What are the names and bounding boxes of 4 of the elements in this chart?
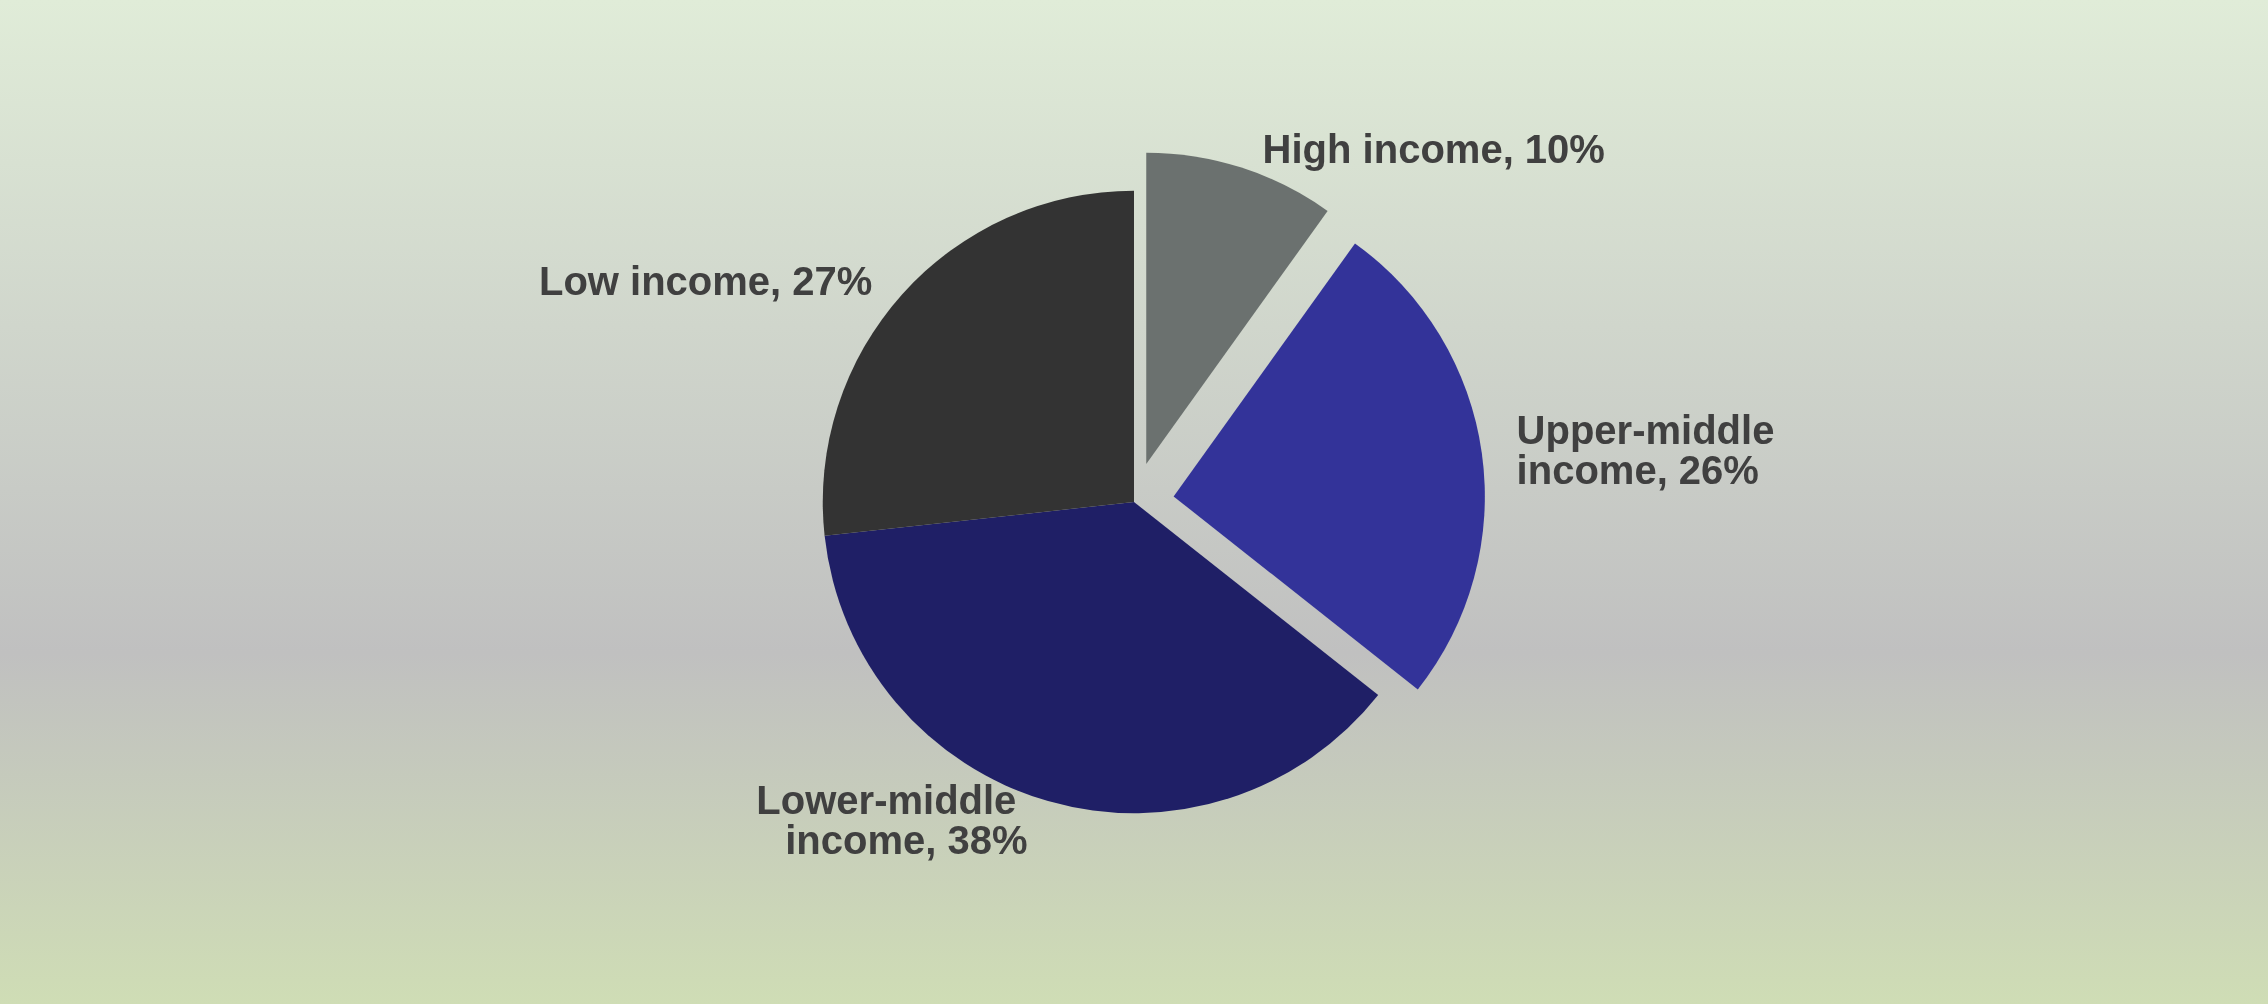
slice-label: High income, 10% [1262, 126, 1605, 171]
slice-label: Lower-middle income, 38% [756, 778, 1028, 863]
slice-label: Low income, 27% [538, 258, 873, 303]
slice-label: Upper-middle income, 26% [1516, 408, 1786, 493]
